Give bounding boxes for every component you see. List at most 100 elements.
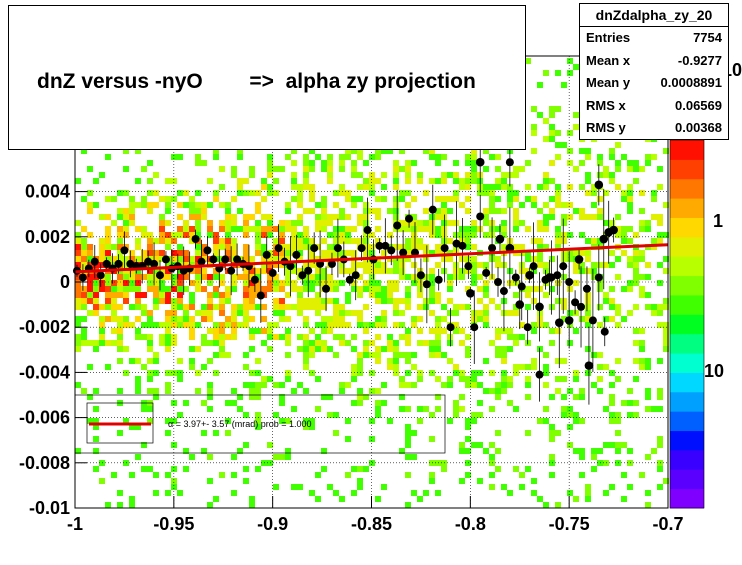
fit-legend-box	[74, 394, 446, 454]
density-cell	[519, 166, 525, 172]
density-cell	[159, 292, 165, 298]
density-cell	[639, 472, 645, 478]
density-cell	[375, 400, 381, 406]
density-cell	[273, 238, 279, 244]
density-cell	[249, 382, 255, 388]
density-cell	[309, 250, 315, 256]
density-cell	[405, 202, 411, 208]
density-cell	[291, 268, 297, 274]
density-cell	[561, 256, 567, 262]
density-cell	[165, 388, 171, 394]
density-cell	[501, 484, 507, 490]
density-cell	[615, 184, 621, 190]
profile-point	[203, 246, 212, 255]
density-cell	[225, 430, 231, 436]
density-cell	[321, 220, 327, 226]
stats-value: 0.0008891	[660, 75, 722, 90]
density-cell	[369, 436, 375, 442]
density-cell	[339, 184, 345, 190]
density-cell	[543, 226, 549, 232]
density-cell	[237, 208, 243, 214]
density-cell	[75, 274, 81, 280]
density-cell	[291, 172, 297, 178]
density-cell	[219, 472, 225, 478]
density-cell	[423, 256, 429, 262]
density-cell	[453, 160, 459, 166]
profile-point	[286, 262, 295, 271]
density-cell	[285, 448, 291, 454]
density-cell	[483, 310, 489, 316]
density-cell	[441, 154, 447, 160]
density-cell	[195, 346, 201, 352]
density-cell	[585, 256, 591, 262]
density-cell	[123, 232, 129, 238]
density-cell	[537, 262, 543, 268]
density-cell	[117, 238, 123, 244]
density-cell	[243, 256, 249, 262]
density-cell	[591, 238, 597, 244]
density-cell	[519, 334, 525, 340]
density-cell	[213, 238, 219, 244]
density-cell	[165, 340, 171, 346]
density-cell	[99, 262, 105, 268]
density-cell	[135, 334, 141, 340]
density-cell	[237, 310, 243, 316]
density-cell	[477, 316, 483, 322]
density-cell	[375, 280, 381, 286]
y-tick-label: 0	[60, 272, 70, 292]
density-cell	[585, 178, 591, 184]
density-cell	[315, 496, 321, 502]
density-cell	[237, 154, 243, 160]
density-cell	[297, 190, 303, 196]
density-cell	[609, 262, 615, 268]
density-cell	[177, 292, 183, 298]
density-cell	[459, 232, 465, 238]
density-cell	[255, 250, 261, 256]
density-cell	[117, 346, 123, 352]
density-cell	[261, 268, 267, 274]
density-cell	[75, 178, 81, 184]
density-cell	[429, 310, 435, 316]
density-cell	[465, 448, 471, 454]
density-cell	[213, 352, 219, 358]
density-cell	[81, 304, 87, 310]
density-cell	[387, 256, 393, 262]
profile-point	[517, 282, 526, 291]
density-cell	[537, 346, 543, 352]
density-cell	[231, 334, 237, 340]
density-cell	[255, 226, 261, 232]
density-cell	[591, 454, 597, 460]
density-cell	[561, 82, 567, 88]
x-tick-label: -0.85	[351, 514, 392, 534]
density-cell	[513, 292, 519, 298]
density-cell	[141, 274, 147, 280]
density-cell	[627, 238, 633, 244]
density-cell	[501, 244, 507, 250]
palette-swatch	[670, 178, 704, 199]
density-cell	[243, 478, 249, 484]
density-cell	[621, 238, 627, 244]
density-cell	[165, 178, 171, 184]
density-cell	[543, 136, 549, 142]
density-cell	[645, 304, 651, 310]
density-cell	[483, 208, 489, 214]
density-cell	[579, 472, 585, 478]
density-cell	[591, 274, 597, 280]
density-cell	[195, 388, 201, 394]
density-cell	[75, 382, 81, 388]
density-cell	[231, 244, 237, 250]
density-cell	[441, 196, 447, 202]
density-cell	[405, 292, 411, 298]
density-cell	[231, 238, 237, 244]
density-cell	[123, 274, 129, 280]
density-cell	[255, 394, 261, 400]
density-cell	[309, 328, 315, 334]
density-cell	[135, 292, 141, 298]
profile-point	[262, 250, 271, 259]
density-cell	[297, 382, 303, 388]
density-cell	[639, 292, 645, 298]
density-cell	[555, 328, 561, 334]
profile-point	[495, 234, 505, 244]
profile-point	[511, 273, 520, 282]
density-cell	[357, 478, 363, 484]
